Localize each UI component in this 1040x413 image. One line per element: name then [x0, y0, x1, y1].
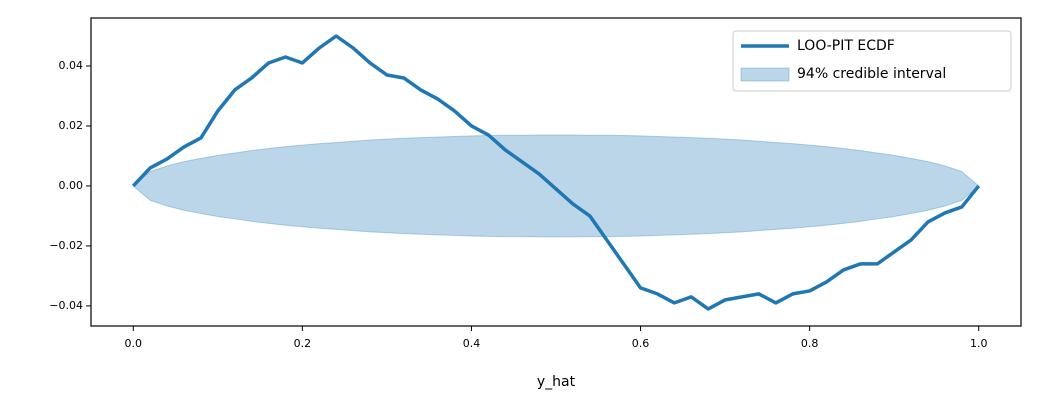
legend-label: LOO-PIT ECDF: [797, 38, 895, 54]
ecdf-line: [131, 34, 981, 311]
credible-band: [132, 134, 980, 238]
legend-swatch: [740, 67, 790, 82]
x-tick-label: 0.2: [294, 337, 312, 350]
y-tick-label: −0.02: [49, 239, 83, 252]
x-tick-label: 0.8: [801, 337, 819, 350]
x-tick-label: 0.6: [632, 337, 650, 350]
legend: LOO-PIT ECDF 94% credible interval: [732, 30, 1012, 92]
y-tick-label: 0.04: [59, 59, 84, 72]
x-tick-label: 0.4: [463, 337, 481, 350]
legend-box: [732, 30, 1012, 92]
plot-frame: [90, 17, 1022, 327]
legend-label: 94% credible interval: [797, 66, 946, 82]
x-tick-label: 0.0: [125, 337, 143, 350]
y-tick-label: 0.00: [59, 179, 84, 192]
y-tick-label: −0.04: [49, 299, 83, 312]
x-axis-label: y_hat: [537, 374, 576, 390]
y-tick-label: 0.02: [59, 119, 84, 132]
x-tick-label: 1.0: [970, 337, 988, 350]
